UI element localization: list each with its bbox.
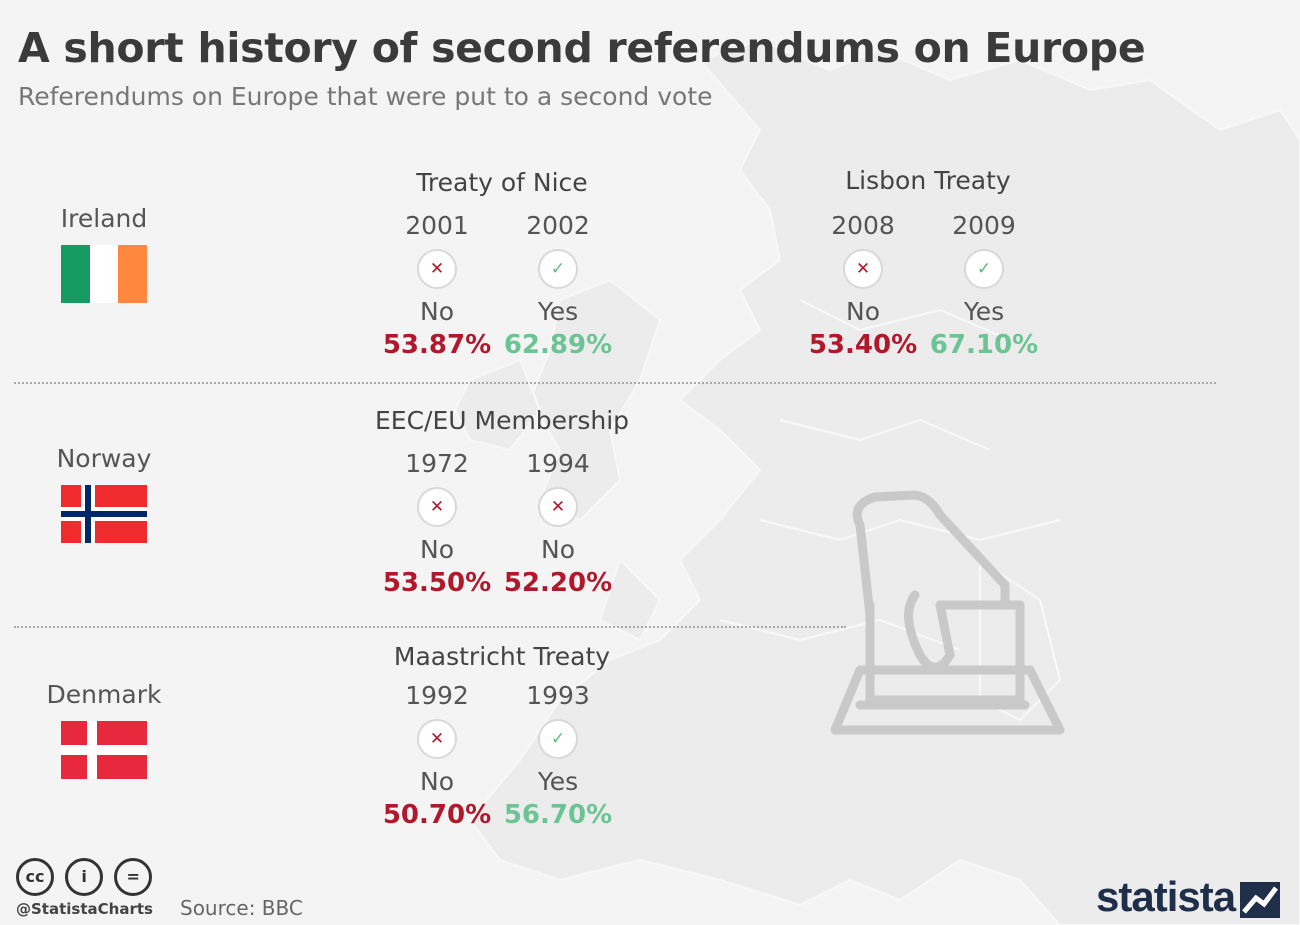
country-denmark: Denmark — [14, 680, 194, 779]
vote-percent: 67.10% — [929, 330, 1039, 360]
country-ireland: Ireland — [14, 204, 194, 303]
country-name: Denmark — [46, 680, 162, 709]
referendum-treaty-of-nice: Treaty of Nice 2001 ✕ No 53.87% 2002 ✓ Y… — [372, 168, 632, 379]
vote-result: No — [420, 297, 454, 326]
referendum-maastricht-treaty: Maastricht Treaty 1992 ✕ No 50.70% 1993 … — [372, 642, 632, 849]
vote-percent: 53.40% — [808, 330, 918, 360]
vote-year: 2009 — [952, 211, 1016, 240]
twitter-handle[interactable]: @StatistaCharts — [16, 900, 153, 918]
license-icons: cc i = — [16, 858, 158, 896]
vote-result: Yes — [963, 297, 1005, 326]
referendum-title: EEC/EU Membership — [374, 406, 630, 435]
vote-2009: 2009 ✓ Yes 67.10% — [919, 209, 1049, 363]
vote-result: Yes — [537, 767, 579, 796]
cross-icon: ✕ — [417, 249, 457, 289]
country-name: Ireland — [60, 204, 148, 233]
country-norway: Norway — [14, 444, 194, 543]
vote-year: 1994 — [526, 449, 590, 478]
vote-year: 2001 — [405, 211, 469, 240]
referendum-title: Maastricht Treaty — [393, 642, 611, 671]
vote-1972: 1972 ✕ No 53.50% — [372, 447, 502, 601]
nd-icon[interactable]: = — [114, 858, 153, 896]
vote-percent: 56.70% — [503, 800, 613, 830]
vote-result: No — [420, 767, 454, 796]
vote-percent: 52.20% — [503, 568, 613, 598]
statista-logo[interactable]: statista — [1096, 873, 1236, 920]
by-icon[interactable]: i — [65, 858, 104, 896]
vote-result: Yes — [537, 297, 579, 326]
cc-icon[interactable]: cc — [16, 858, 54, 896]
vote-year: 1992 — [405, 681, 469, 710]
vote-1993: 1993 ✓ Yes 56.70% — [493, 679, 623, 833]
vote-2001: 2001 ✕ No 53.87% — [372, 209, 502, 363]
vote-year: 2002 — [526, 211, 590, 240]
vote-1994: 1994 ✕ No 52.20% — [493, 447, 623, 601]
cross-icon: ✕ — [417, 719, 457, 759]
row-divider — [14, 382, 1216, 384]
vote-percent: 50.70% — [382, 800, 492, 830]
cross-icon: ✕ — [417, 487, 457, 527]
page-title: A short history of second referendums on… — [18, 24, 1146, 72]
vote-result: No — [420, 535, 454, 564]
check-icon: ✓ — [538, 249, 578, 289]
statista-logo-icon — [1240, 882, 1280, 918]
row-divider — [14, 626, 846, 628]
denmark-flag-icon — [61, 721, 147, 779]
page-subtitle: Referendums on Europe that were put to a… — [18, 82, 713, 111]
vote-result: No — [541, 535, 575, 564]
vote-year: 1993 — [526, 681, 590, 710]
vote-percent: 62.89% — [503, 330, 613, 360]
vote-result: No — [846, 297, 880, 326]
vote-1992: 1992 ✕ No 50.70% — [372, 679, 502, 833]
ireland-flag-icon — [61, 245, 147, 303]
vote-year: 1972 — [405, 449, 469, 478]
country-name: Norway — [56, 444, 152, 473]
check-icon: ✓ — [964, 249, 1004, 289]
vote-percent: 53.50% — [382, 568, 492, 598]
vote-percent: 53.87% — [382, 330, 492, 360]
check-icon: ✓ — [538, 719, 578, 759]
cross-icon: ✕ — [538, 487, 578, 527]
vote-2002: 2002 ✓ Yes 62.89% — [493, 209, 623, 363]
referendum-lisbon-treaty: Lisbon Treaty 2008 ✕ No 53.40% 2009 ✓ Ye… — [798, 166, 1058, 379]
referendum-title: Lisbon Treaty — [845, 166, 1011, 195]
ballot-box-icon — [830, 490, 1065, 735]
referendum-title: Treaty of Nice — [416, 168, 588, 197]
vote-year: 2008 — [831, 211, 895, 240]
vote-2008: 2008 ✕ No 53.40% — [798, 209, 928, 363]
cross-icon: ✕ — [843, 249, 883, 289]
referendum-eec-eu-membership: EEC/EU Membership 1972 ✕ No 53.50% 1994 … — [372, 406, 632, 617]
norway-flag-icon — [61, 485, 147, 543]
source-credit: Source: BBC — [180, 896, 303, 920]
